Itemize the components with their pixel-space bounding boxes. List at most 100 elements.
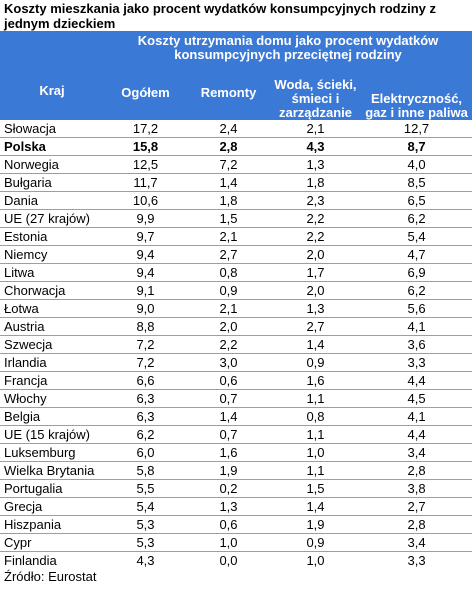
repairs-cell: 2,2 [187, 335, 270, 354]
country-cell: Belgia [0, 407, 104, 426]
group-column-header: Koszty utrzymania domu jako procent wyda… [104, 31, 472, 65]
table-row: Cypr 5,3 1,0 0,9 3,4 [0, 533, 472, 552]
total-cell: 5,4 [104, 497, 187, 516]
repairs-cell: 1,5 [187, 209, 270, 228]
repairs-cell: 2,0 [187, 317, 270, 336]
table-row: Finlandia 4,3 0,0 1,0 3,3 [0, 552, 472, 570]
repairs-cell: 2,4 [187, 120, 270, 138]
total-cell: 5,3 [104, 515, 187, 534]
country-cell: Austria [0, 317, 104, 336]
water-column-header: Woda, ścieki, śmieci i zarządzanie [270, 65, 361, 120]
water-cell: 2,7 [270, 317, 361, 336]
water-cell: 1,0 [306, 552, 325, 568]
country-cell: Cypr [0, 533, 104, 552]
country-cell: Portugalia [0, 479, 104, 498]
total-cell: 9,1 [104, 281, 187, 300]
table-row: Estonia 9,7 2,1 2,2 5,4 [0, 227, 472, 246]
country-cell: Grecja [0, 497, 104, 516]
water-cell: 2,2 [270, 209, 361, 228]
energy-cell: 2,7 [361, 497, 472, 516]
table-row: Grecja 5,4 1,3 1,4 2,7 [0, 497, 472, 516]
table-row: Niemcy 9,4 2,7 2,0 4,7 [0, 245, 472, 264]
repairs-cell: 1,3 [187, 497, 270, 516]
energy-cell: 6,9 [361, 263, 472, 282]
table-row: Włochy 6,3 0,7 1,1 4,5 [0, 389, 472, 408]
water-cell: 1,7 [270, 263, 361, 282]
country-cell: Luksemburg [0, 443, 104, 462]
total-column-header: Ogółem [104, 65, 187, 120]
repairs-cell: 0,8 [187, 263, 270, 282]
repairs-cell: 0,6 [187, 371, 270, 390]
repairs-cell: 0,0 [219, 552, 238, 568]
country-cell: UE (15 krajów) [0, 425, 104, 444]
energy-cell: 8,7 [361, 137, 472, 156]
table-row: Szwecja 7,2 2,2 1,4 3,6 [0, 335, 472, 354]
housing-costs-table: Kraj Koszty utrzymania domu jako procent… [0, 31, 472, 569]
repairs-cell: 2,1 [187, 299, 270, 318]
table-row: Portugalia 5,5 0,2 1,5 3,8 [0, 479, 472, 498]
energy-cell: 5,4 [361, 227, 472, 246]
table-row: Irlandia 7,2 3,0 0,9 3,3 [0, 353, 472, 372]
total-cell: 12,5 [104, 155, 187, 174]
water-cell: 1,4 [270, 335, 361, 354]
table-row: Łotwa 9,0 2,1 1,3 5,6 [0, 299, 472, 318]
total-cell: 6,0 [104, 443, 187, 462]
total-cell: 8,8 [104, 317, 187, 336]
country-cell: Bułgaria [0, 173, 104, 192]
water-cell: 2,1 [270, 120, 361, 138]
water-cell: 1,6 [270, 371, 361, 390]
energy-column-header: Elektryczność, gaz i inne paliwa [361, 65, 472, 120]
table-row: Hiszpania 5,3 0,6 1,9 2,8 [0, 515, 472, 534]
water-cell: 1,0 [270, 443, 361, 462]
repairs-cell: 2,8 [187, 137, 270, 156]
table-row: Wielka Brytania 5,8 1,9 1,1 2,8 [0, 461, 472, 480]
water-cell: 2,2 [270, 227, 361, 246]
energy-cell: 3,6 [361, 335, 472, 354]
country-column-header: Kraj [0, 31, 104, 120]
total-cell: 9,4 [104, 245, 187, 264]
table-row: Austria 8,8 2,0 2,7 4,1 [0, 317, 472, 336]
total-cell: 7,2 [104, 353, 187, 372]
water-cell: 1,9 [270, 515, 361, 534]
table-row: Bułgaria 11,7 1,4 1,8 8,5 [0, 173, 472, 192]
water-cell: 2,3 [270, 191, 361, 210]
country-cell: Estonia [0, 227, 104, 246]
country-cell: Irlandia [0, 353, 104, 372]
energy-cell: 3,4 [361, 443, 472, 462]
energy-cell: 4,0 [361, 155, 472, 174]
total-cell: 11,7 [104, 173, 187, 192]
table-row: Francja 6,6 0,6 1,6 4,4 [0, 371, 472, 390]
repairs-cell: 3,0 [187, 353, 270, 372]
total-cell: 5,3 [104, 533, 187, 552]
country-cell: Łotwa [0, 299, 104, 318]
water-cell: 0,8 [270, 407, 361, 426]
total-cell: 10,6 [104, 191, 187, 210]
country-cell: Dania [0, 191, 104, 210]
water-cell: 1,1 [270, 425, 361, 444]
energy-cell: 6,2 [361, 209, 472, 228]
energy-cell: 4,4 [361, 371, 472, 390]
energy-cell: 6,2 [361, 281, 472, 300]
water-cell: 1,5 [270, 479, 361, 498]
total-cell: 7,2 [104, 335, 187, 354]
water-cell: 0,9 [270, 533, 361, 552]
total-cell: 4,3 [136, 552, 155, 568]
country-cell: UE (27 krajów) [0, 209, 104, 228]
repairs-cell: 0,6 [187, 515, 270, 534]
energy-cell: 12,7 [361, 120, 472, 138]
water-cell: 1,3 [270, 155, 361, 174]
repairs-cell: 1,8 [187, 191, 270, 210]
energy-cell: 2,8 [361, 461, 472, 480]
water-cell: 1,3 [270, 299, 361, 318]
table-row: Litwa 9,4 0,8 1,7 6,9 [0, 263, 472, 282]
table-row: Polska 15,8 2,8 4,3 8,7 [0, 137, 472, 156]
table-title: Koszty mieszkania jako procent wydatków … [4, 1, 437, 31]
country-cell: Szwecja [0, 335, 104, 354]
energy-cell: 3,8 [361, 479, 472, 498]
country-cell: Chorwacja [0, 281, 104, 300]
repairs-cell: 7,2 [187, 155, 270, 174]
water-cell: 1,4 [270, 497, 361, 516]
repairs-cell: 1,9 [187, 461, 270, 480]
country-cell: Norwegia [0, 155, 104, 174]
total-cell: 6,3 [104, 407, 187, 426]
